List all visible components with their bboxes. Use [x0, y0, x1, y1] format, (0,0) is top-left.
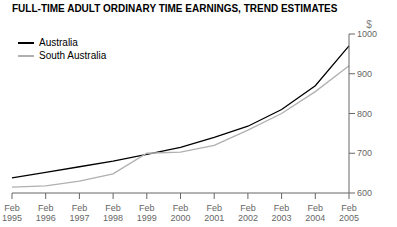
html-text:Australia: Australia — [39, 37, 78, 48]
svg-text:Feb2000: Feb2000 — [170, 203, 190, 223]
svg-text:Feb1997: Feb1997 — [69, 203, 89, 223]
svg-text:Feb2001: Feb2001 — [204, 203, 224, 223]
svg-text:1000: 1000 — [357, 29, 377, 39]
svg-text:$: $ — [366, 19, 372, 30]
svg-text:Feb1999: Feb1999 — [137, 203, 157, 223]
svg-text:Feb2003: Feb2003 — [272, 203, 292, 223]
svg-text:600: 600 — [357, 188, 372, 198]
html-text:FULL-TIME ADULT ORDINARY TIME: FULL-TIME ADULT ORDINARY TIME EARNINGS, … — [12, 3, 338, 14]
svg-text:Feb1995: Feb1995 — [8, 203, 22, 223]
html-text:South Australia: South Australia — [39, 50, 107, 61]
svg-text:Feb1996: Feb1996 — [36, 203, 56, 223]
svg-text:800: 800 — [357, 109, 372, 119]
svg-text:Feb1998: Feb1998 — [103, 203, 123, 223]
svg-text:Feb2004: Feb2004 — [305, 203, 325, 223]
svg-text:900: 900 — [357, 69, 372, 79]
svg-text:700: 700 — [357, 148, 372, 158]
svg-text:Feb2005: Feb2005 — [339, 203, 359, 223]
svg-text:Feb2002: Feb2002 — [238, 203, 258, 223]
